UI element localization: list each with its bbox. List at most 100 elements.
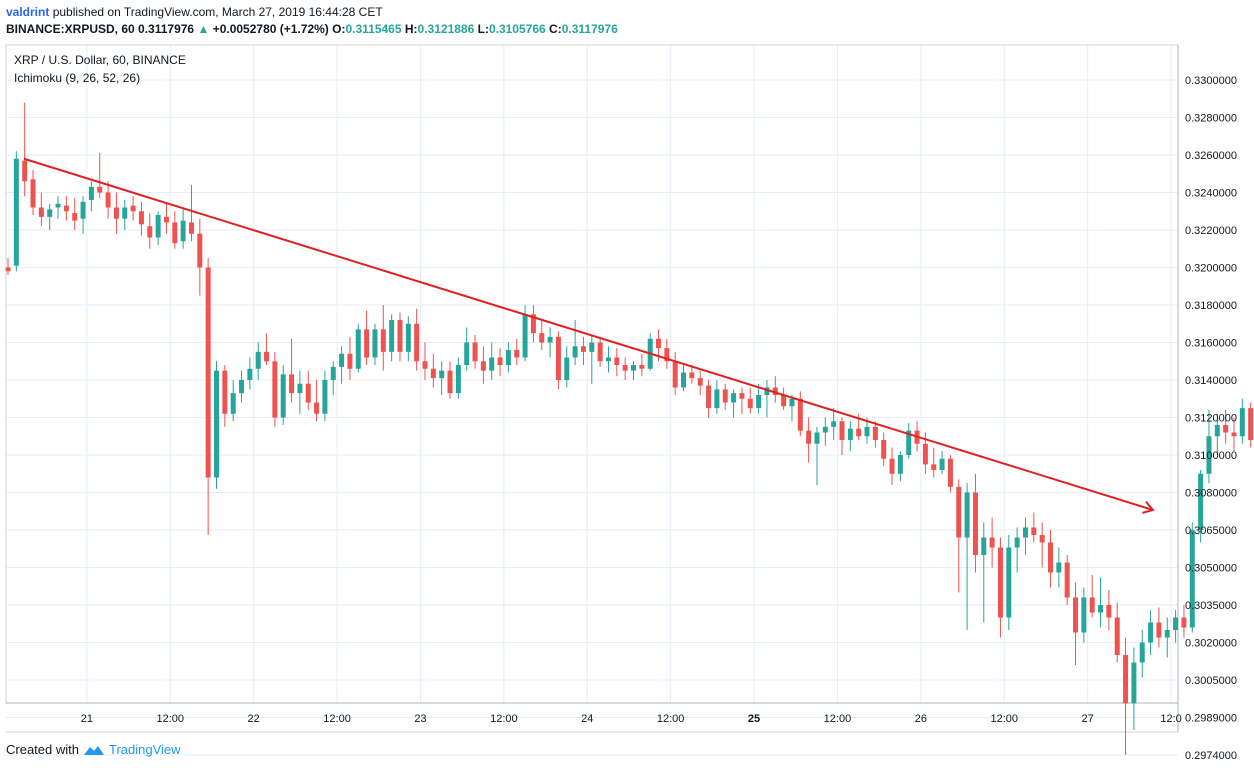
candle-up: [239, 370, 245, 403]
price-tick-label: 0.3035000: [1185, 600, 1237, 612]
candle-down: [22, 102, 28, 197]
candle-down: [672, 351, 678, 395]
candle-down: [1231, 417, 1237, 452]
candle-up: [847, 421, 853, 452]
symbol-line: BINANCE:XRPUSD, 60: [6, 22, 135, 36]
candle-up: [355, 323, 361, 373]
candle-up: [1173, 610, 1179, 643]
candle-down: [806, 417, 812, 463]
candle-up: [756, 383, 762, 414]
candle-down: [163, 203, 169, 234]
time-tick-label: 12:00: [824, 713, 852, 725]
candle-up: [88, 181, 94, 212]
candle-down: [931, 447, 937, 478]
price-tick-label: 0.3050000: [1185, 563, 1237, 575]
time-tick-label: 12:00: [323, 713, 351, 725]
candle-down: [689, 365, 695, 384]
time-tick-label: 12:00: [990, 713, 1018, 725]
candle-down: [639, 353, 645, 377]
price-tick-label: 0.3280000: [1185, 113, 1237, 125]
candle-down: [30, 170, 36, 215]
candle-down: [797, 391, 803, 437]
candle-down: [197, 218, 203, 296]
price-tick-label: 0.3180000: [1185, 300, 1237, 312]
candle-down: [72, 198, 78, 230]
author-link[interactable]: valdrint: [6, 5, 50, 19]
candle-up: [339, 346, 345, 384]
price-tick-label: 0.3120000: [1185, 413, 1237, 425]
candle-up: [631, 361, 636, 380]
candle-down: [38, 192, 44, 227]
created-with-label: Created with: [6, 742, 79, 757]
candle-up: [255, 342, 261, 380]
price-tick-label: 0.3065000: [1185, 525, 1237, 537]
candle-down: [781, 387, 787, 410]
candle-down: [881, 432, 887, 467]
price-tick-label: 0.3140000: [1185, 375, 1237, 387]
time-tick-label: 27: [1082, 713, 1094, 725]
time-tick-label: 25: [748, 713, 760, 725]
candle-up: [764, 380, 770, 418]
candle-up: [439, 361, 445, 395]
candle-down: [130, 196, 136, 221]
trendline-arrowhead: [1142, 500, 1155, 514]
candle-up: [464, 327, 470, 371]
candle-up: [822, 417, 828, 446]
candle-down: [947, 455, 953, 493]
candle-up: [1139, 630, 1145, 678]
candle-down: [113, 192, 119, 234]
candle-down: [839, 417, 845, 455]
candles: [5, 102, 1254, 755]
publish-info: valdrint published on TradingView.com, M…: [6, 5, 383, 19]
candle-up: [55, 196, 61, 219]
candle-down: [706, 380, 712, 418]
price-axis[interactable]: 0.3300000 0.3280000 0.3260000 0.3240000 0.32…: [1185, 75, 1237, 762]
candle-down: [1073, 582, 1079, 665]
h-value: 0.3121886: [417, 22, 475, 36]
candle-down: [272, 351, 278, 427]
time-axis[interactable]: 21 12:00 22 12:00 23 12:00 24 12:00 25 12:00 26 12:…: [81, 713, 1182, 725]
candle-down: [1048, 530, 1053, 588]
candle-down: [305, 370, 311, 410]
candle-up: [405, 316, 411, 362]
tradingview-brand-link[interactable]: TradingView: [108, 742, 181, 757]
price-tick-label: 0.2974000: [1185, 750, 1237, 762]
candle-down: [597, 336, 603, 367]
price-tick-label: 0.3260000: [1185, 150, 1237, 162]
candle-down: [972, 473, 978, 573]
trendline-line[interactable]: [23, 157, 1154, 511]
candle-up: [330, 361, 336, 395]
candle-up: [1056, 547, 1062, 588]
candle-up: [939, 451, 945, 474]
candle-up: [1131, 647, 1137, 730]
candle-down: [447, 361, 453, 399]
candle-up: [1189, 522, 1195, 633]
candle-down: [514, 338, 520, 365]
candle-up: [247, 357, 253, 390]
candle-down: [555, 331, 561, 390]
candle-up: [906, 423, 912, 459]
published-text: published on TradingView.com, March 27, …: [52, 5, 383, 19]
candle-down: [1106, 590, 1112, 630]
candle-down: [622, 357, 628, 380]
candle-up: [1098, 577, 1104, 628]
candle-up: [80, 196, 86, 234]
candle-down: [1064, 555, 1070, 605]
candle-up: [297, 370, 303, 414]
candle-up: [1022, 517, 1028, 555]
l-label: L:: [477, 22, 489, 36]
candle-up: [572, 320, 578, 365]
time-tick-label: 23: [414, 713, 426, 725]
trendline[interactable]: [23, 157, 1155, 514]
candle-up: [155, 211, 161, 245]
candle-down: [147, 213, 153, 249]
candle-up: [214, 361, 219, 489]
candle-up: [814, 426, 820, 485]
time-tick-label: 21: [81, 713, 93, 725]
candle-up: [589, 335, 595, 384]
indicator-label[interactable]: Ichimoku (9, 26, 52, 26): [14, 71, 140, 85]
candle-up: [731, 389, 737, 418]
candle-down: [997, 537, 1003, 638]
candle-up: [789, 395, 795, 422]
